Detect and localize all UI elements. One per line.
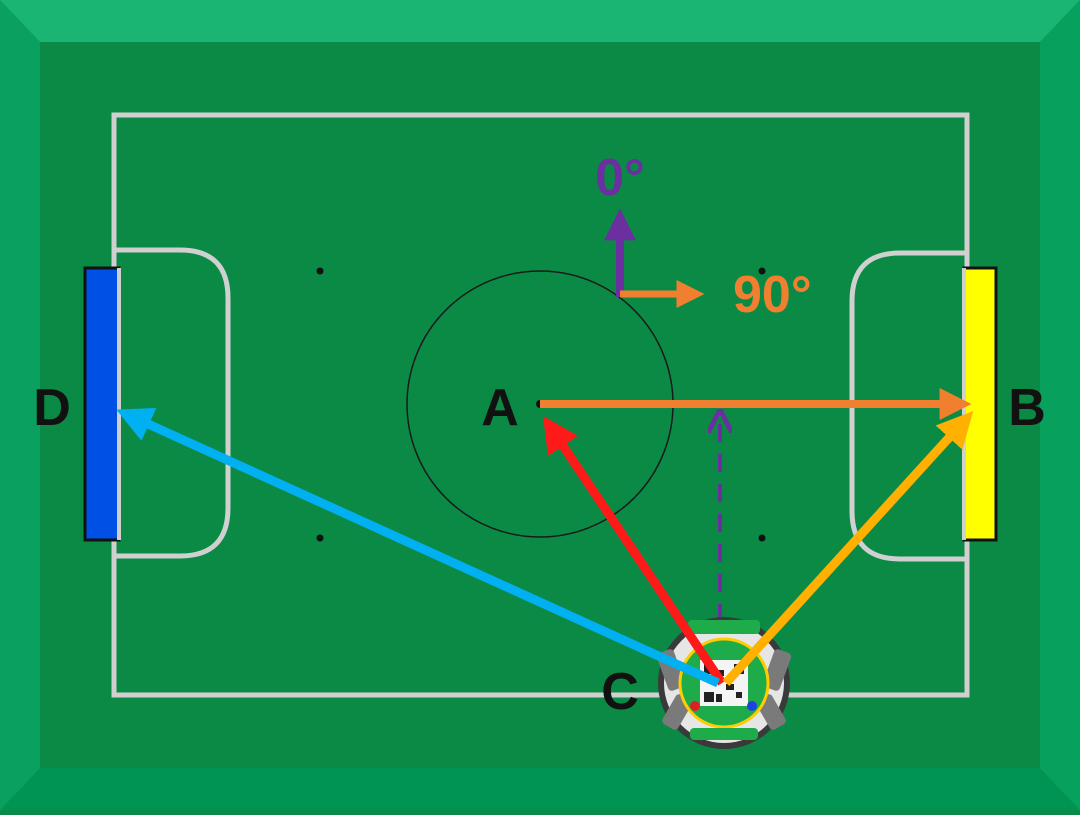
bevel-left bbox=[0, 0, 40, 810]
arrow-c-to-b bbox=[722, 411, 974, 687]
bevel-right bbox=[1040, 0, 1080, 810]
angle-ninety-label: 90° bbox=[733, 266, 812, 324]
goal-left-blue bbox=[83, 266, 121, 542]
neutral-spot bbox=[316, 534, 324, 542]
neutral-spot bbox=[758, 534, 766, 542]
bevel-top bbox=[0, 0, 1080, 42]
neutral-spot bbox=[758, 267, 766, 275]
point-b-label: B bbox=[1008, 379, 1046, 437]
point-c-label: C bbox=[601, 663, 639, 721]
bevel-bottom bbox=[0, 768, 1080, 810]
neutral-spot bbox=[316, 267, 324, 275]
angle-zero-label: 0° bbox=[595, 149, 645, 207]
arrow-c-to-d bbox=[116, 408, 720, 688]
point-d-label: D bbox=[33, 379, 71, 437]
goal-right-yellow bbox=[962, 266, 998, 542]
arrow-c-to-a bbox=[542, 416, 726, 686]
point-a-label: A bbox=[481, 379, 519, 437]
penalty-area-left bbox=[114, 247, 231, 559]
